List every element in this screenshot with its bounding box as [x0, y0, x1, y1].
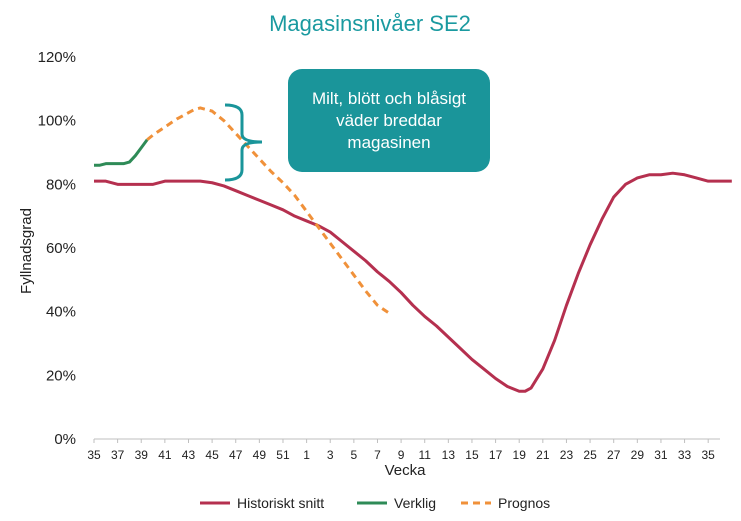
x-tick-label: 37	[111, 448, 125, 462]
x-tick-label: 43	[182, 448, 196, 462]
x-tick-label: 25	[583, 448, 597, 462]
x-tick-label: 29	[631, 448, 645, 462]
y-tick-label: 40%	[46, 304, 76, 321]
x-tick-label: 41	[158, 448, 172, 462]
x-tick-label: 47	[229, 448, 243, 462]
legend: Historiskt snitt Verklig Prognos	[200, 495, 550, 511]
series-line-prognos	[146, 106, 391, 315]
y-tick-label: 0%	[54, 431, 76, 448]
y-tick-label: 120%	[38, 49, 76, 66]
legend-label: Verklig	[394, 495, 436, 511]
x-tick-label: 49	[253, 448, 267, 462]
series-line-verklig	[94, 138, 149, 167]
callout-text: Milt, blött och blåsigt väder breddar ma…	[311, 88, 466, 152]
x-tick-label: 11	[418, 448, 431, 462]
y-axis-label: Fyllnadsgrad	[18, 208, 35, 294]
x-tick-label: 17	[489, 448, 503, 462]
legend-label: Prognos	[498, 495, 550, 511]
x-tick-label: 45	[205, 448, 219, 462]
x-tick-label: 15	[465, 448, 479, 462]
legend-label: Historiskt snitt	[237, 495, 324, 511]
x-tick-label: 51	[276, 448, 290, 462]
y-tick-label: 20%	[46, 367, 76, 384]
callout-box: Milt, blött och blåsigt väder breddar ma…	[288, 69, 490, 172]
series-line-historiskt-snitt	[94, 171, 732, 393]
chart-title: Magasinsnivåer SE2	[269, 11, 471, 36]
x-tick-label: 1	[303, 448, 310, 462]
x-axis-ticks: 35 37 39 41 43 45 47 49 51 1 3 5 7 9 11 13 15 17 19 21 23 25 2…	[87, 439, 715, 462]
series-group	[94, 106, 732, 393]
x-tick-label: 3	[327, 448, 334, 462]
x-tick-label: 5	[351, 448, 358, 462]
x-tick-label: 35	[702, 448, 716, 462]
x-tick-label: 7	[374, 448, 381, 462]
x-tick-label: 13	[442, 448, 456, 462]
x-tick-label: 19	[513, 448, 527, 462]
x-tick-label: 23	[560, 448, 574, 462]
y-axis-ticks: 0% 20% 40% 60% 80% 100% 120%	[38, 49, 76, 448]
x-tick-label: 21	[536, 448, 550, 462]
y-tick-label: 100%	[38, 113, 76, 130]
x-tick-label: 35	[87, 448, 101, 462]
x-tick-label: 9	[398, 448, 405, 462]
x-axis-label: Vecka	[385, 462, 427, 479]
x-tick-label: 31	[654, 448, 668, 462]
callout-brace	[224, 103, 263, 182]
x-tick-label: 33	[678, 448, 692, 462]
y-tick-label: 60%	[46, 240, 76, 257]
x-tick-label: 27	[607, 448, 621, 462]
y-tick-label: 80%	[46, 176, 76, 193]
x-tick-label: 39	[135, 448, 149, 462]
